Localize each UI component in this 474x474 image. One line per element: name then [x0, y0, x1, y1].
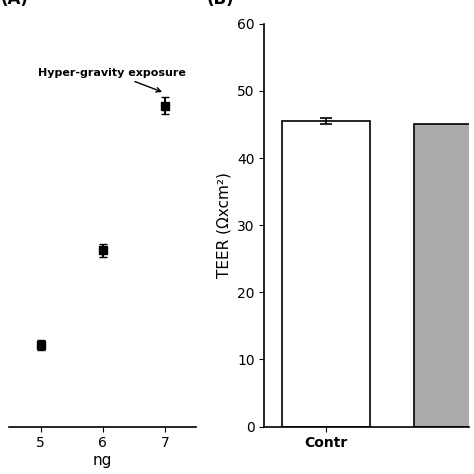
Bar — [414, 125, 474, 427]
Text: Hyper-gravity exposure: Hyper-gravity exposure — [38, 68, 186, 92]
Text: (B): (B) — [207, 0, 235, 8]
Bar — [282, 121, 370, 427]
Text: (A): (A) — [0, 0, 28, 8]
Y-axis label: TEER (Ωxcm²): TEER (Ωxcm²) — [217, 172, 231, 278]
X-axis label: ng: ng — [93, 453, 112, 468]
